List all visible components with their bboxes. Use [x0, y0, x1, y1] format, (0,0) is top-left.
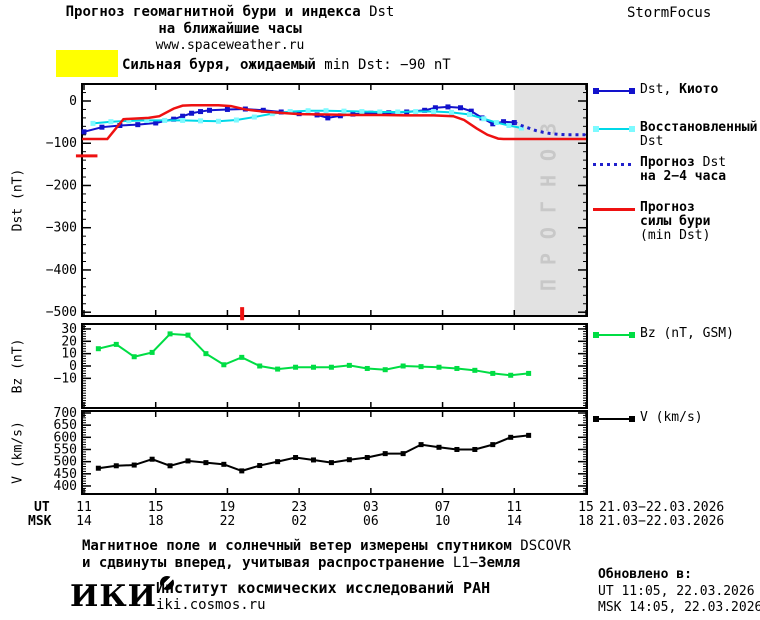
time-tick-msk: 10 — [434, 514, 451, 529]
time-tick-msk: 22 — [219, 514, 236, 529]
updated-ut: UT 11:05, 22.03.2026 — [598, 584, 755, 599]
svg-text:−10: −10 — [54, 371, 77, 386]
legend-sample-forecast-dst — [593, 160, 635, 168]
svg-text:−300: −300 — [46, 221, 77, 236]
satellite-dish-icon — [159, 576, 174, 590]
legend-label-restored-dst: Восстановленный Dst — [640, 120, 758, 149]
svg-text:0: 0 — [69, 94, 77, 109]
ut-row-label: UT — [34, 500, 50, 515]
legend-sample-bz — [593, 331, 635, 339]
svg-text:−500: −500 — [46, 305, 77, 320]
svg-text:Dst (nT): Dst (nT) — [11, 169, 26, 232]
svg-text:400: 400 — [54, 479, 77, 494]
legend-label-v: V (km/s) — [640, 410, 703, 425]
time-tick-ut: 11 — [76, 500, 92, 515]
updated-label: Обновлено в: — [598, 567, 692, 582]
svg-text:−400: −400 — [46, 263, 77, 278]
storm-level-swatch — [56, 50, 118, 77]
legend-sample-forecast-strength — [593, 205, 635, 213]
time-tick-msk: 18 — [578, 514, 594, 529]
svg-text:650: 650 — [54, 418, 77, 433]
legend-label-dst-kyoto: Dst, Киото — [640, 82, 719, 97]
legend-label-forecast-dst: Прогноз Dst на 2−4 часа — [640, 155, 727, 184]
time-tick-ut: 19 — [219, 500, 236, 515]
updated-msk: MSK 14:05, 22.03.2026 — [598, 600, 760, 615]
time-tick-msk: 02 — [291, 514, 307, 529]
time-tick-ut: 15 — [578, 500, 594, 515]
svg-text:V (km/s): V (km/s) — [11, 421, 26, 484]
svg-text:700: 700 — [54, 407, 77, 421]
svg-text:0: 0 — [69, 359, 77, 374]
brand-label: StormFocus — [627, 5, 712, 21]
svg-text:30: 30 — [61, 322, 77, 337]
legend-label-forecast-strength: Прогноз силы бури (min Dst) — [640, 200, 711, 243]
time-tick-msk: 18 — [147, 514, 164, 529]
msk-date-range: 21.03−22.03.2026 — [599, 514, 725, 529]
time-tick-ut: 07 — [434, 500, 451, 515]
dst-chart: ПРОГНОЗ 0 −100 −200 −300 −400 −500 Dst (nT) — [11, 83, 588, 321]
chart-legend: Dst, Киото Восстановленный Dst Прогноз Ds… — [593, 0, 760, 620]
svg-text:Bz (nT): Bz (nT) — [11, 339, 26, 394]
data-source-note-1: Магнитное поле и солнечный ветер измерен… — [82, 538, 571, 554]
legend-sample-restored-dst — [593, 125, 635, 133]
svg-text:500: 500 — [54, 455, 77, 470]
time-tick-ut: 23 — [291, 500, 307, 515]
logo-text: ИКИ — [70, 579, 157, 614]
svg-text:600: 600 — [54, 430, 77, 445]
svg-text:−200: −200 — [46, 178, 77, 193]
institute-name: Институт космических исследований РАН — [156, 579, 491, 597]
msk-row-label: MSK — [28, 514, 52, 529]
title-line-1: Прогноз геомагнитной бури и индекса Dst — [65, 4, 395, 20]
svg-text:450: 450 — [54, 467, 77, 482]
legend-label-bz: Bz (nT, GSM) — [640, 326, 734, 341]
data-source-note-2: и сдвинуты вперед, учитывая распростране… — [82, 555, 521, 571]
time-axis-ut: UT 21.03−22.03.2026 11 15 19 23 03 07 11 15 — [0, 500, 760, 515]
iki-logo: ИКИ — [70, 576, 174, 614]
time-tick-msk: 06 — [363, 514, 379, 529]
time-tick-ut: 03 — [363, 500, 379, 515]
legend-sample-dst-kyoto — [593, 87, 635, 95]
time-tick-ut: 15 — [147, 500, 164, 515]
time-tick-ut: 11 — [506, 500, 523, 515]
title-line-2: на ближайшие часы — [158, 21, 302, 37]
time-tick-msk: 14 — [76, 514, 92, 529]
page-title: Прогноз геомагнитной бури и индекса Dst … — [0, 4, 460, 54]
svg-text:20: 20 — [61, 334, 77, 349]
legend-sample-v — [593, 415, 635, 423]
time-axis-msk: MSK 21.03−22.03.2026 14 18 22 02 06 10 14 18 — [0, 514, 760, 529]
ut-date-range: 21.03−22.03.2026 — [599, 500, 725, 515]
svg-text:10: 10 — [61, 347, 77, 362]
svg-text:ПРОГНОЗ: ПРОГНОЗ — [537, 109, 561, 291]
time-tick-msk: 14 — [506, 514, 523, 529]
svg-text:−100: −100 — [46, 136, 77, 151]
storm-alert-text: Сильная буря, ожидаемый min Dst: −90 nT — [122, 57, 451, 73]
site-link: www.spaceweather.ru — [155, 38, 305, 53]
institute-site: iki.cosmos.ru — [156, 597, 266, 613]
svg-text:550: 550 — [54, 442, 77, 457]
